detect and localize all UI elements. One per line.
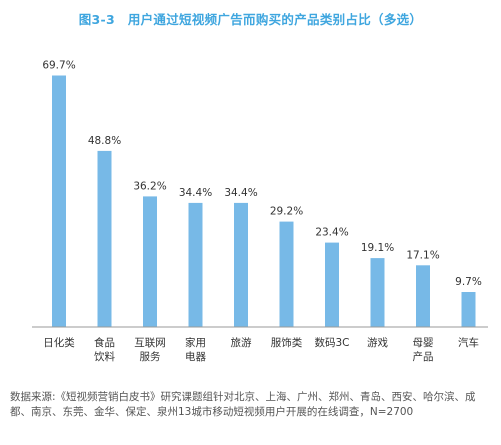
bar-0 [52, 75, 66, 327]
bars-group [52, 75, 476, 327]
value-labels-group: 69.7% 48.8% 36.2% 34.4% 34.4% 29.2% 23.4% 19.1%… [42, 60, 482, 289]
value-label-3: 34.4% [179, 187, 212, 199]
value-label-0: 69.7% [42, 60, 75, 72]
bar-2 [143, 196, 157, 327]
value-label-2: 36.2% [133, 180, 166, 192]
value-label-6: 23.4% [315, 227, 348, 239]
value-label-5: 29.2% [270, 206, 303, 218]
bar-1 [97, 150, 112, 327]
category-label-8: 母婴产品 [413, 337, 434, 363]
bar-3 [188, 202, 203, 327]
category-label-0: 日化类 [43, 336, 75, 349]
chart-title: 图3-3 用户通过短视频广告而购买的产品类别占比（多选） [78, 12, 423, 27]
value-label-9: 9.7% [455, 276, 482, 288]
value-label-1: 48.8% [88, 135, 121, 147]
data-source-note: 数据来源:《短视频营销白皮书》研究课题组针对北京、上海、广州、郑州、青岛、西安、… [10, 391, 476, 418]
bar-5 [279, 221, 294, 327]
value-label-7: 19.1% [361, 242, 394, 254]
category-label-9: 汽车 [458, 336, 479, 349]
bar-8 [416, 265, 430, 327]
category-label-3: 家用电器 [185, 336, 206, 363]
value-label-8: 17.1% [406, 249, 439, 261]
category-label-7: 游戏 [367, 336, 388, 349]
bar-chart: 69.7% 48.8% 36.2% 34.4% 34.4% 29.2% 23.4% 19.1%… [32, 60, 488, 363]
category-label-6: 数码3C [314, 336, 349, 349]
bar-4 [234, 202, 248, 327]
bar-9 [461, 292, 476, 327]
category-label-2: 互联网服务 [134, 337, 166, 363]
bar-6 [325, 242, 339, 327]
category-label-1: 食品饮料 [94, 336, 115, 363]
value-label-4: 34.4% [224, 187, 257, 199]
category-label-4: 旅游 [231, 336, 252, 349]
bar-7 [370, 258, 385, 327]
category-label-5: 服饰类 [271, 336, 303, 349]
